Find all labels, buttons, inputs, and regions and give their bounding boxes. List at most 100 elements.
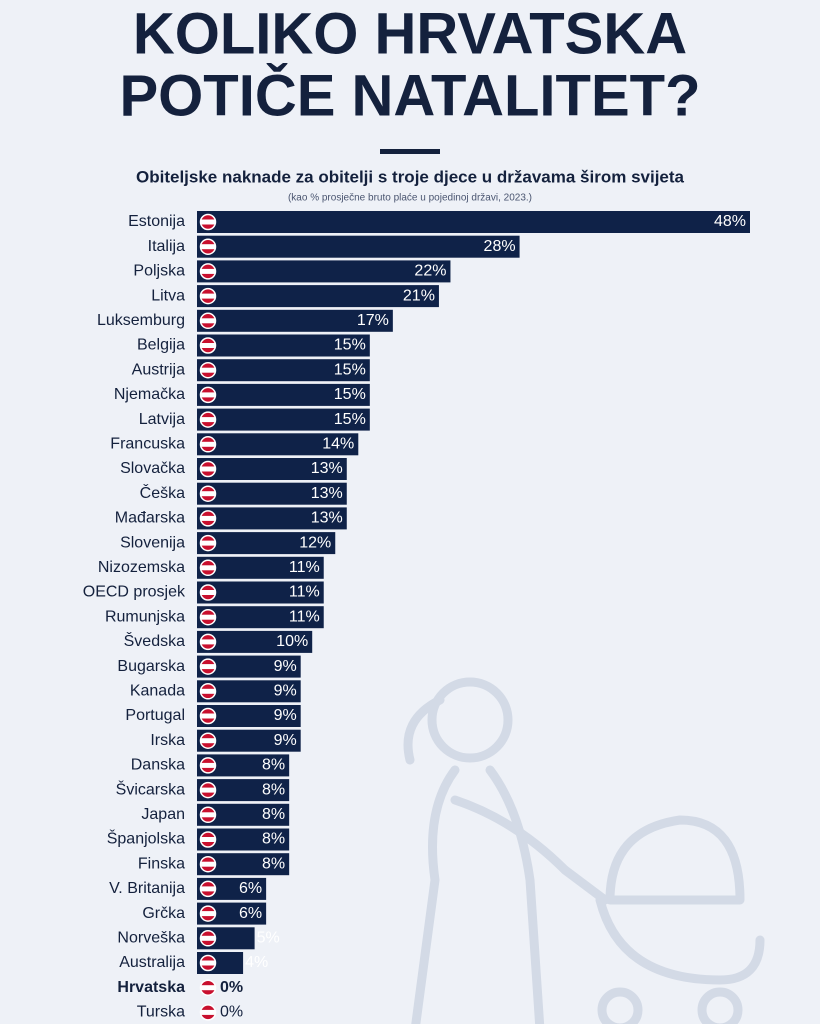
bar bbox=[197, 779, 290, 802]
category-label: Francuska bbox=[110, 436, 185, 453]
value-label: 8% bbox=[262, 806, 285, 823]
flag-stripe bbox=[200, 960, 216, 966]
flag-stripe bbox=[200, 441, 216, 447]
category-label: Luksemburg bbox=[97, 312, 185, 329]
category-label: Mađarska bbox=[115, 510, 185, 527]
bar bbox=[197, 754, 290, 777]
category-label: Nizozemska bbox=[98, 559, 185, 576]
flag-stripe bbox=[200, 861, 216, 867]
category-label: Kanada bbox=[130, 683, 185, 700]
bar bbox=[197, 211, 750, 233]
value-label: 8% bbox=[262, 855, 285, 872]
value-label: 17% bbox=[357, 312, 389, 329]
bar bbox=[197, 680, 301, 703]
category-label: Švedska bbox=[124, 631, 185, 650]
value-label: 15% bbox=[334, 337, 366, 354]
bar bbox=[197, 803, 290, 826]
value-label: 5% bbox=[257, 930, 280, 947]
value-label: 13% bbox=[311, 510, 343, 527]
flag-stripe bbox=[200, 738, 216, 744]
flag-stripe bbox=[200, 762, 216, 768]
category-label: Slovačka bbox=[120, 460, 185, 477]
bar bbox=[197, 309, 393, 332]
divider bbox=[380, 149, 440, 154]
flag-stripe bbox=[200, 837, 216, 842]
flag-stripe bbox=[200, 1009, 216, 1015]
value-label: 4% bbox=[245, 954, 268, 971]
value-label: 9% bbox=[274, 707, 297, 724]
category-label: Japan bbox=[141, 806, 185, 823]
flag-stripe bbox=[200, 515, 216, 521]
flag-stripe bbox=[200, 268, 216, 274]
category-label: Švicarska bbox=[116, 779, 185, 798]
flag-stripe bbox=[200, 688, 216, 694]
category-label: Finska bbox=[138, 855, 185, 872]
value-label: 12% bbox=[299, 534, 331, 551]
category-label: Austrija bbox=[132, 361, 185, 378]
value-label: 6% bbox=[239, 880, 262, 897]
bar bbox=[197, 359, 370, 382]
note: (kao % prosječne bruto plaće u pojedinoj… bbox=[288, 193, 532, 204]
flag-stripe bbox=[200, 491, 216, 497]
value-label: 15% bbox=[334, 386, 366, 403]
bar bbox=[197, 877, 267, 900]
value-label: 8% bbox=[262, 781, 285, 798]
flag-stripe bbox=[200, 664, 216, 670]
category-label: Danska bbox=[131, 757, 185, 774]
flag-stripe bbox=[200, 219, 216, 225]
flag-stripe bbox=[200, 911, 216, 917]
flag-stripe bbox=[200, 985, 216, 991]
bar bbox=[197, 705, 301, 727]
category-label: Irska bbox=[150, 732, 185, 749]
bar bbox=[197, 606, 324, 629]
bar bbox=[197, 507, 347, 530]
value-label: 28% bbox=[484, 238, 516, 255]
flag-stripe bbox=[200, 244, 216, 250]
bar bbox=[197, 383, 370, 406]
value-label: 9% bbox=[274, 732, 297, 749]
value-label: 10% bbox=[276, 633, 308, 650]
value-label: 0% bbox=[220, 979, 243, 996]
value-label: 14% bbox=[322, 436, 354, 453]
flag-stripe bbox=[200, 466, 216, 472]
bar bbox=[197, 285, 439, 308]
category-label: Turska bbox=[137, 1004, 185, 1021]
value-label: 6% bbox=[239, 905, 262, 922]
value-label: 48% bbox=[714, 213, 746, 230]
value-label: 9% bbox=[274, 683, 297, 700]
flag-stripe bbox=[200, 590, 216, 595]
value-label: 21% bbox=[403, 287, 435, 304]
flag-stripe bbox=[200, 935, 216, 941]
category-label: Litva bbox=[151, 287, 185, 304]
category-label: Slovenija bbox=[120, 534, 185, 551]
title-line: POTIČE NATALITET? bbox=[119, 63, 700, 128]
flag-stripe bbox=[200, 343, 216, 348]
value-label: 8% bbox=[262, 831, 285, 848]
bar bbox=[197, 260, 451, 283]
title-line: KOLIKO HRVATSKA bbox=[133, 1, 687, 66]
bar bbox=[197, 433, 359, 456]
value-label: 0% bbox=[220, 1004, 243, 1021]
category-label: Bugarska bbox=[117, 658, 185, 675]
category-label: Grčka bbox=[142, 905, 185, 922]
value-label: 11% bbox=[289, 608, 320, 625]
value-label: 13% bbox=[311, 460, 343, 477]
value-label: 22% bbox=[414, 263, 446, 280]
category-label: Italija bbox=[148, 238, 185, 255]
bar bbox=[197, 235, 520, 258]
category-label: Estonija bbox=[128, 213, 185, 230]
bar bbox=[197, 828, 290, 851]
flag-stripe bbox=[200, 565, 216, 571]
category-label: Španjolska bbox=[107, 829, 185, 848]
flag-stripe bbox=[200, 293, 216, 299]
flag-stripe bbox=[200, 639, 216, 645]
value-label: 15% bbox=[334, 361, 366, 378]
bar bbox=[197, 458, 347, 480]
category-label: Portugal bbox=[125, 707, 185, 724]
flag-stripe bbox=[200, 713, 216, 719]
flag-stripe bbox=[200, 886, 216, 892]
mother-stroller-illustration bbox=[403, 677, 765, 1024]
bar bbox=[197, 655, 301, 678]
